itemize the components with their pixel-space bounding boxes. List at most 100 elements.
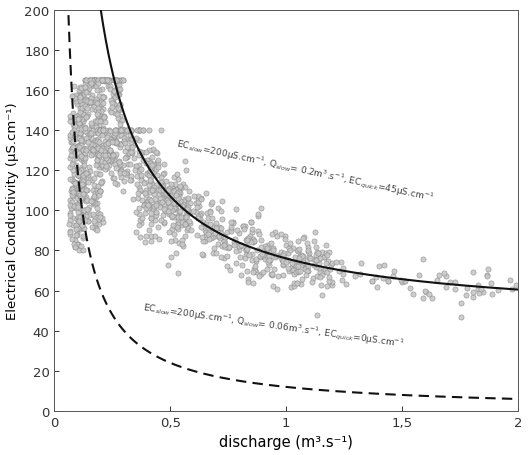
Point: [91, 99, 99, 106]
Point: [106, 136, 114, 144]
Point: [242, 236, 251, 243]
Point: [319, 253, 328, 261]
Point: [306, 254, 314, 262]
Point: [152, 202, 160, 209]
Point: [239, 223, 247, 230]
Point: [78, 139, 87, 146]
Point: [215, 233, 223, 240]
Point: [221, 234, 230, 242]
Point: [143, 201, 152, 208]
Point: [199, 252, 207, 259]
Point: [82, 87, 91, 94]
Point: [85, 212, 93, 219]
Point: [98, 162, 107, 169]
Point: [91, 77, 100, 84]
Point: [192, 208, 200, 216]
Point: [122, 127, 131, 134]
Point: [84, 85, 93, 92]
Point: [288, 267, 296, 274]
Point: [78, 196, 86, 203]
Point: [73, 230, 82, 238]
Point: [70, 116, 78, 123]
Point: [127, 127, 136, 134]
Point: [324, 258, 333, 265]
Point: [212, 233, 221, 240]
Point: [97, 99, 105, 106]
Point: [83, 187, 91, 194]
Point: [75, 144, 83, 151]
Point: [137, 220, 145, 227]
Point: [80, 170, 88, 177]
Point: [252, 247, 261, 254]
Point: [115, 159, 123, 166]
Point: [76, 217, 84, 224]
Point: [118, 127, 127, 134]
Point: [117, 132, 125, 140]
Point: [66, 229, 74, 236]
Point: [75, 169, 83, 177]
Point: [184, 207, 192, 215]
Point: [73, 129, 81, 136]
Point: [74, 115, 83, 122]
Point: [73, 190, 81, 197]
Point: [184, 225, 192, 233]
Point: [145, 174, 154, 181]
Point: [79, 207, 88, 214]
Point: [121, 140, 129, 147]
Point: [73, 135, 82, 142]
Point: [193, 232, 201, 239]
Point: [78, 222, 87, 229]
Point: [157, 183, 166, 191]
Point: [468, 268, 477, 276]
Point: [114, 116, 122, 123]
Point: [127, 173, 135, 180]
Point: [108, 152, 116, 160]
Point: [218, 198, 226, 205]
Point: [86, 139, 94, 147]
Point: [237, 272, 246, 279]
Point: [81, 150, 90, 157]
Point: [158, 181, 167, 188]
Point: [109, 99, 117, 106]
Point: [338, 264, 347, 272]
Point: [194, 198, 202, 206]
Point: [74, 121, 83, 128]
Point: [102, 77, 110, 84]
Point: [91, 150, 100, 157]
Point: [78, 182, 87, 189]
Point: [96, 127, 105, 134]
Point: [72, 223, 80, 231]
Point: [153, 150, 162, 157]
Point: [325, 274, 334, 281]
Point: [93, 187, 101, 194]
Point: [69, 215, 77, 222]
Point: [259, 251, 268, 258]
X-axis label: discharge (m³.s⁻¹): discharge (m³.s⁻¹): [219, 435, 353, 450]
Point: [67, 187, 75, 195]
Point: [109, 87, 118, 94]
Point: [101, 152, 109, 160]
Point: [147, 204, 155, 212]
Point: [265, 253, 273, 260]
Point: [121, 127, 129, 134]
Point: [100, 114, 108, 121]
Point: [146, 221, 155, 228]
Point: [95, 221, 103, 228]
Point: [126, 128, 135, 136]
Point: [109, 136, 117, 143]
Point: [384, 278, 392, 285]
Point: [68, 236, 77, 243]
Point: [178, 237, 186, 244]
Point: [107, 109, 115, 116]
Point: [197, 224, 205, 232]
Point: [99, 77, 108, 84]
Point: [152, 210, 160, 217]
Point: [140, 202, 148, 209]
Point: [147, 238, 155, 245]
Point: [268, 272, 276, 279]
Point: [116, 101, 124, 108]
Point: [208, 199, 216, 206]
Point: [159, 219, 168, 226]
Point: [67, 147, 75, 154]
Point: [127, 150, 136, 157]
